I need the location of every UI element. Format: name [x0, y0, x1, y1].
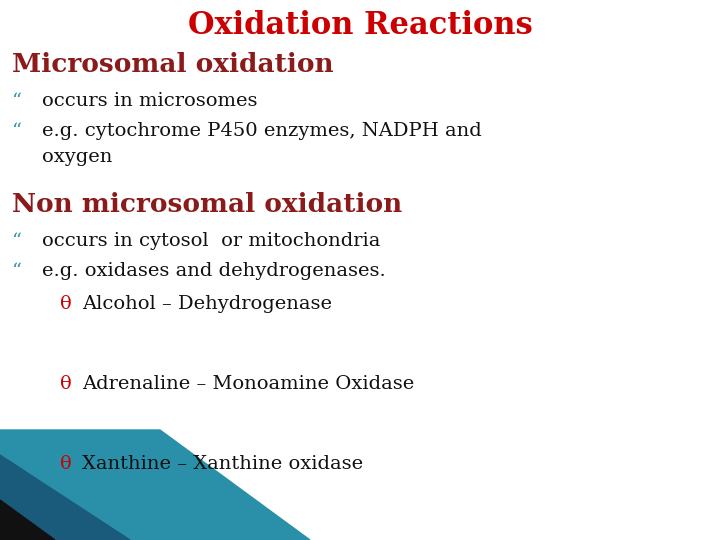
Text: θ: θ	[60, 375, 72, 393]
Text: θ: θ	[60, 455, 72, 473]
Text: “: “	[12, 232, 22, 250]
Polygon shape	[0, 455, 130, 540]
Text: “: “	[12, 122, 22, 140]
Text: θ: θ	[60, 295, 72, 313]
Text: Oxidation Reactions: Oxidation Reactions	[188, 10, 532, 41]
Text: Non microsomal oxidation: Non microsomal oxidation	[12, 192, 402, 217]
Text: Alcohol – Dehydrogenase: Alcohol – Dehydrogenase	[82, 295, 332, 313]
Text: Xanthine – Xanthine oxidase: Xanthine – Xanthine oxidase	[82, 455, 363, 473]
Text: “: “	[12, 92, 22, 110]
Text: occurs in microsomes: occurs in microsomes	[42, 92, 258, 110]
Polygon shape	[0, 430, 310, 540]
Text: occurs in cytosol  or mitochondria: occurs in cytosol or mitochondria	[42, 232, 380, 250]
Text: e.g. cytochrome P450 enzymes, NADPH and: e.g. cytochrome P450 enzymes, NADPH and	[42, 122, 482, 140]
Text: e.g. oxidases and dehydrogenases.: e.g. oxidases and dehydrogenases.	[42, 262, 386, 280]
Text: “: “	[12, 262, 22, 280]
Text: oxygen: oxygen	[42, 148, 112, 166]
Text: Microsomal oxidation: Microsomal oxidation	[12, 52, 333, 77]
Text: Adrenaline – Monoamine Oxidase: Adrenaline – Monoamine Oxidase	[82, 375, 414, 393]
Polygon shape	[0, 500, 55, 540]
